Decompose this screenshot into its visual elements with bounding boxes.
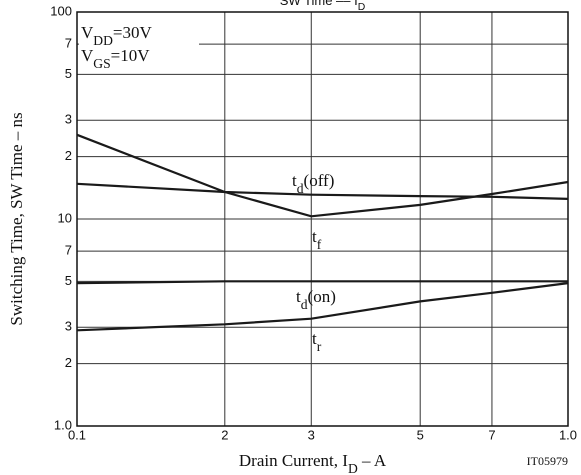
annotation-sub: DD — [93, 33, 113, 48]
chart-title: SW Time –– ID — [280, 0, 366, 13]
y-tick-label: 2 — [65, 355, 72, 370]
annotation-part: =30V — [113, 23, 153, 42]
series-label-part: t — [312, 227, 317, 246]
y-tick-label: 3 — [65, 112, 72, 127]
x-axis-label-sub: D — [348, 461, 358, 475]
y-tick-label: 10 — [58, 210, 72, 225]
annotation-part: V — [81, 46, 94, 65]
x-tick-label: 2 — [221, 427, 228, 442]
x-axis-label-part: Drain Current, I — [239, 451, 348, 470]
series-label-sub: d — [301, 297, 308, 312]
annotation-part: V — [81, 23, 94, 42]
y-tick-label: 7 — [65, 243, 72, 258]
series-label-part: t — [292, 171, 297, 190]
y-tick-label: 100 — [50, 3, 72, 18]
annotation: VGS=10V — [81, 46, 150, 71]
series-label: td(on) — [296, 287, 336, 312]
series-label: tr — [312, 329, 322, 354]
x-tick-label: 0.1 — [68, 427, 86, 442]
annotation-sub: GS — [93, 56, 110, 71]
series-line — [76, 280, 568, 285]
series-label-sub: d — [297, 181, 304, 196]
y-tick-label: 1.0 — [54, 417, 72, 432]
series-line — [76, 282, 569, 332]
plot-frame — [76, 11, 569, 427]
series-label: td(off) — [292, 171, 334, 196]
series-label-sub: r — [317, 339, 322, 354]
chart-title-part: SW Time –– I — [280, 0, 358, 8]
x-axis-label: Drain Current, ID – A — [239, 451, 387, 475]
y-tick-label: 5 — [65, 273, 72, 288]
series-label: tf — [312, 227, 322, 252]
series-label-part: t — [296, 287, 301, 306]
annotation-box — [79, 20, 199, 72]
y-tick-label: 2 — [65, 148, 72, 163]
series-label-sub: f — [317, 237, 322, 252]
chart-title-sub: D — [358, 2, 366, 13]
x-axis-label-part: – A — [358, 451, 387, 470]
y-tick-label: 3 — [65, 319, 72, 334]
series-label-part: (off) — [304, 171, 335, 190]
figure-code: IT05979 — [527, 454, 568, 468]
annotation-part: =10V — [111, 46, 151, 65]
x-tick-label: 7 — [488, 427, 495, 442]
annotation: VDD=30V — [81, 23, 153, 48]
y-axis-label: Switching Time, SW Time – ns — [7, 112, 26, 325]
series-label-part: t — [312, 329, 317, 348]
series-line — [76, 182, 569, 200]
y-tick-label: 7 — [65, 36, 72, 51]
series-label-part: (on) — [308, 287, 336, 306]
x-tick-label: 5 — [417, 427, 424, 442]
y-tick-label: 5 — [65, 66, 72, 81]
series-line — [76, 133, 569, 218]
x-tick-label: 3 — [308, 427, 315, 442]
x-tick-label: 1.0 — [559, 427, 577, 442]
